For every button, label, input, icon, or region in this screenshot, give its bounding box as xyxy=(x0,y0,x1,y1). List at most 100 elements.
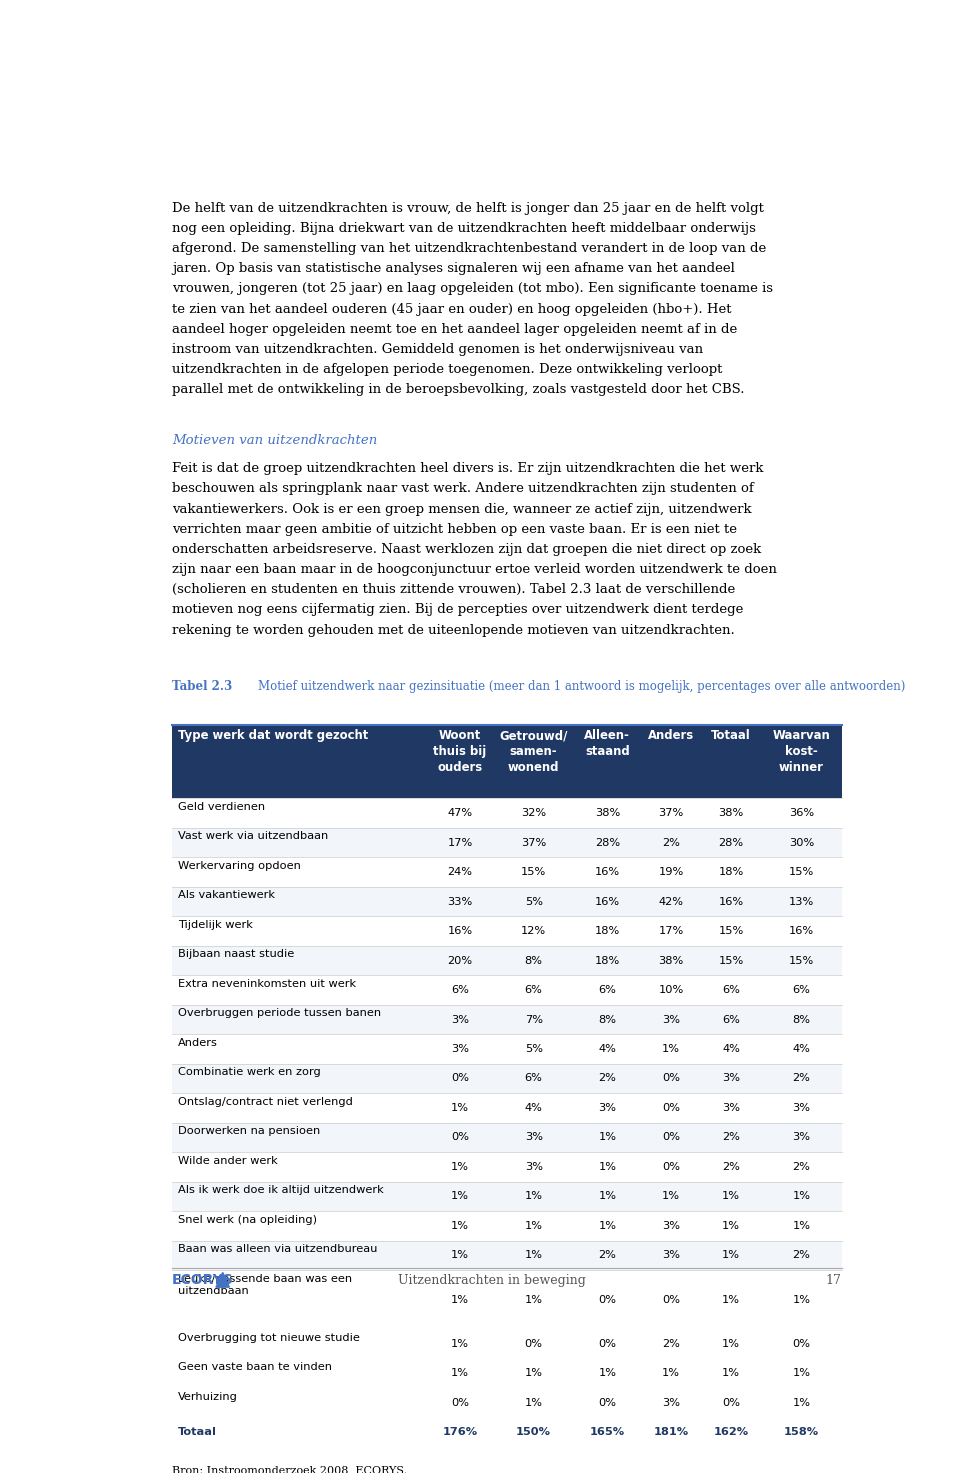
FancyBboxPatch shape xyxy=(172,1240,842,1270)
Text: 7%: 7% xyxy=(525,1015,542,1025)
Text: 1%: 1% xyxy=(722,1221,740,1231)
Text: 2%: 2% xyxy=(662,1339,680,1349)
Text: 2%: 2% xyxy=(662,838,680,847)
Text: rekening te worden gehouden met de uiteenlopende motieven van uitzendkrachten.: rekening te worden gehouden met de uitee… xyxy=(172,623,734,636)
Text: 158%: 158% xyxy=(784,1427,819,1438)
Text: 0%: 0% xyxy=(662,1133,680,1143)
Text: 1%: 1% xyxy=(525,1251,542,1261)
Text: 3%: 3% xyxy=(722,1103,740,1114)
Text: 165%: 165% xyxy=(589,1427,625,1438)
Text: 12%: 12% xyxy=(521,927,546,935)
Text: 3%: 3% xyxy=(793,1103,810,1114)
Text: 3%: 3% xyxy=(451,1044,469,1055)
Text: 1%: 1% xyxy=(525,1192,542,1202)
Text: 18%: 18% xyxy=(719,868,744,876)
Text: 1%: 1% xyxy=(451,1162,469,1173)
Text: 4%: 4% xyxy=(598,1044,616,1055)
Text: 1%: 1% xyxy=(451,1221,469,1231)
Text: vrouwen, jongeren (tot 25 jaar) en laag opgeleiden (tot mbo). Een significante t: vrouwen, jongeren (tot 25 jaar) en laag … xyxy=(172,283,773,296)
FancyBboxPatch shape xyxy=(172,798,842,828)
Text: Leuke/passende baan was een
uitzendbaan: Leuke/passende baan was een uitzendbaan xyxy=(178,1274,352,1296)
Text: 1%: 1% xyxy=(451,1251,469,1261)
Text: 6%: 6% xyxy=(722,985,740,994)
Text: Tijdelijk werk: Tijdelijk werk xyxy=(178,919,252,929)
Text: 3%: 3% xyxy=(722,1074,740,1084)
Text: Doorwerken na pensioen: Doorwerken na pensioen xyxy=(178,1127,321,1136)
Text: Geen vaste baan te vinden: Geen vaste baan te vinden xyxy=(178,1363,332,1371)
Text: Extra neveninkomsten uit werk: Extra neveninkomsten uit werk xyxy=(178,978,356,988)
Text: 0%: 0% xyxy=(598,1398,616,1408)
Text: 1%: 1% xyxy=(662,1368,680,1379)
Text: Uitzendkrachten in beweging: Uitzendkrachten in beweging xyxy=(398,1274,586,1287)
Text: 16%: 16% xyxy=(595,868,620,876)
FancyBboxPatch shape xyxy=(172,975,842,1005)
Text: Woont
thuis bij
ouders: Woont thuis bij ouders xyxy=(433,729,487,775)
Text: 6%: 6% xyxy=(525,1074,542,1084)
Text: Anders: Anders xyxy=(178,1037,218,1047)
Text: Snel werk (na opleiding): Snel werk (na opleiding) xyxy=(178,1215,317,1224)
Text: Getrouwd/
samen-
wonend: Getrouwd/ samen- wonend xyxy=(499,729,568,775)
Text: 1%: 1% xyxy=(722,1251,740,1261)
Text: 1%: 1% xyxy=(525,1295,542,1305)
Text: Vast werk via uitzendbaan: Vast werk via uitzendbaan xyxy=(178,831,328,841)
Text: 4%: 4% xyxy=(722,1044,740,1055)
Text: 4%: 4% xyxy=(525,1103,542,1114)
Text: Verhuizing: Verhuizing xyxy=(178,1392,238,1401)
FancyBboxPatch shape xyxy=(172,1093,842,1122)
Text: 0%: 0% xyxy=(793,1339,810,1349)
Text: 3%: 3% xyxy=(525,1162,542,1173)
Text: 5%: 5% xyxy=(525,1044,542,1055)
Text: 176%: 176% xyxy=(443,1427,477,1438)
Text: nog een opleiding. Bijna driekwart van de uitzendkrachten heeft middelbaar onder: nog een opleiding. Bijna driekwart van d… xyxy=(172,222,756,234)
Text: 8%: 8% xyxy=(525,956,542,965)
Text: 8%: 8% xyxy=(793,1015,810,1025)
Text: 0%: 0% xyxy=(525,1339,542,1349)
Text: 1%: 1% xyxy=(451,1103,469,1114)
Text: 10%: 10% xyxy=(659,985,684,994)
FancyBboxPatch shape xyxy=(172,1270,842,1329)
Text: 2%: 2% xyxy=(793,1162,810,1173)
Text: 47%: 47% xyxy=(447,809,472,818)
Text: 16%: 16% xyxy=(595,897,620,906)
Text: Motief uitzendwerk naar gezinsituatie (meer dan 1 antwoord is mogelijk, percenta: Motief uitzendwerk naar gezinsituatie (m… xyxy=(257,681,905,694)
Text: 3%: 3% xyxy=(525,1133,542,1143)
Text: te zien van het aandeel ouderen (45 jaar en ouder) en hoog opgeleiden (hbo+). He: te zien van het aandeel ouderen (45 jaar… xyxy=(172,302,732,315)
Text: 28%: 28% xyxy=(595,838,620,847)
Text: 3%: 3% xyxy=(662,1251,680,1261)
FancyBboxPatch shape xyxy=(172,1211,842,1240)
Text: Waarvan
kost-
winner: Waarvan kost- winner xyxy=(773,729,830,775)
Text: 1%: 1% xyxy=(598,1368,616,1379)
Text: De helft van de uitzendkrachten is vrouw, de helft is jonger dan 25 jaar en de h: De helft van de uitzendkrachten is vrouw… xyxy=(172,202,764,215)
Text: 1%: 1% xyxy=(525,1368,542,1379)
Text: 16%: 16% xyxy=(447,927,472,935)
Text: 13%: 13% xyxy=(789,897,814,906)
Text: 3%: 3% xyxy=(793,1133,810,1143)
Text: 1%: 1% xyxy=(598,1133,616,1143)
Text: 1%: 1% xyxy=(722,1192,740,1202)
Text: 1%: 1% xyxy=(722,1339,740,1349)
Text: 150%: 150% xyxy=(516,1427,551,1438)
Text: 2%: 2% xyxy=(598,1074,616,1084)
Text: 18%: 18% xyxy=(594,927,620,935)
Text: 2%: 2% xyxy=(722,1162,740,1173)
Text: 6%: 6% xyxy=(451,985,468,994)
Text: 1%: 1% xyxy=(451,1339,469,1349)
Text: 15%: 15% xyxy=(789,956,814,965)
Text: 16%: 16% xyxy=(789,927,814,935)
Text: 6%: 6% xyxy=(793,985,810,994)
FancyBboxPatch shape xyxy=(172,1064,842,1093)
Text: afgerond. De samenstelling van het uitzendkrachtenbestand verandert in de loop v: afgerond. De samenstelling van het uitze… xyxy=(172,242,766,255)
FancyBboxPatch shape xyxy=(172,1152,842,1181)
Text: 1%: 1% xyxy=(598,1221,616,1231)
Text: 2%: 2% xyxy=(722,1133,740,1143)
Text: Als vakantiewerk: Als vakantiewerk xyxy=(178,890,275,900)
Text: 162%: 162% xyxy=(713,1427,749,1438)
Text: 4%: 4% xyxy=(793,1044,810,1055)
Text: vakantiewerkers. Ook is er een groep mensen die, wanneer ze actief zijn, uitzend: vakantiewerkers. Ook is er een groep men… xyxy=(172,502,752,516)
Text: 1%: 1% xyxy=(793,1221,810,1231)
Text: 1%: 1% xyxy=(722,1295,740,1305)
Text: 38%: 38% xyxy=(719,809,744,818)
FancyBboxPatch shape xyxy=(172,916,842,946)
Text: 0%: 0% xyxy=(451,1133,469,1143)
Text: 3%: 3% xyxy=(598,1103,616,1114)
